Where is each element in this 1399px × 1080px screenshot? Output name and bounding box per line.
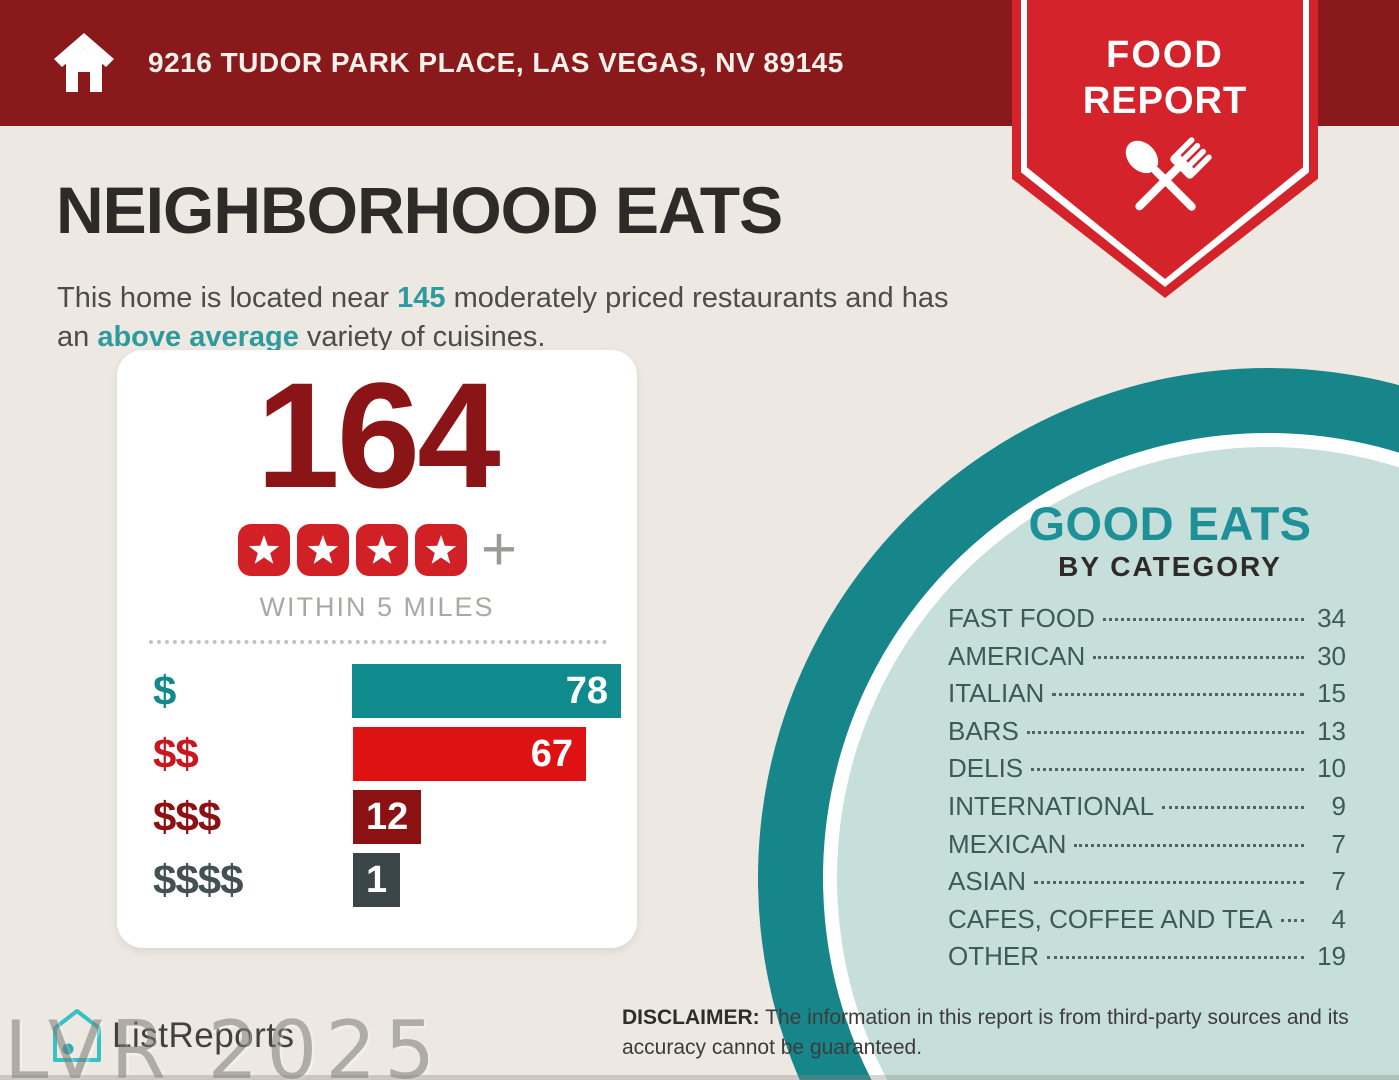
category-row: DELIS 10 bbox=[948, 753, 1346, 783]
category-row: FAST FOOD 34 bbox=[948, 603, 1346, 633]
watermark: LVR 2025 bbox=[4, 1004, 444, 1080]
house-icon bbox=[54, 33, 114, 92]
category-name: DELIS bbox=[948, 753, 1024, 784]
price-tier-row: $$$ 12 bbox=[133, 790, 621, 844]
dotted-leader bbox=[1026, 730, 1304, 734]
price-tier-label: $$$$ bbox=[153, 856, 243, 903]
category-count: 9 bbox=[1331, 790, 1346, 821]
bottom-edge bbox=[0, 1075, 1399, 1080]
intro-part3: variety of cuisines. bbox=[298, 321, 546, 354]
utensils-crossed-icon bbox=[1125, 137, 1212, 211]
category-row: ASIAN 7 bbox=[948, 866, 1346, 896]
ribbon-title-line1: FOOD bbox=[1106, 34, 1224, 76]
property-address: 9216 TUDOR PARK PLACE, LAS VEGAS, NV 891… bbox=[148, 47, 844, 78]
dotted-divider bbox=[149, 640, 607, 644]
category-count: 7 bbox=[1331, 866, 1346, 897]
dotted-leader bbox=[1074, 843, 1304, 847]
intro-sentence: This home is located near 145 moderately… bbox=[57, 279, 972, 358]
price-tier-value: 67 bbox=[530, 732, 573, 775]
category-name: ASIAN bbox=[948, 866, 1027, 897]
good-eats-title: GOOD EATS bbox=[1028, 497, 1312, 550]
dotted-leader bbox=[1052, 693, 1304, 697]
dotted-leader bbox=[1280, 918, 1304, 922]
category-row: MEXICAN 7 bbox=[948, 829, 1346, 859]
price-tier-row: $78 bbox=[133, 664, 621, 718]
listreports-logo: ListReports bbox=[52, 1008, 295, 1064]
brand-name: ListReports bbox=[112, 1016, 295, 1055]
category-name: ITALIAN bbox=[948, 678, 1045, 709]
price-tier-chart: $78 $$ 67 $$$ 12 $$$$ 1 bbox=[133, 664, 621, 916]
category-row: OTHER 19 bbox=[948, 941, 1346, 971]
price-tier-bar: 67 bbox=[353, 727, 586, 781]
category-name: INTERNATIONAL bbox=[948, 790, 1155, 821]
good-eats-subtitle: BY CATEGORY bbox=[1058, 551, 1282, 582]
category-row: CAFES, COFFEE AND TEA 4 bbox=[948, 904, 1346, 934]
intro-restaurant-count: 145 bbox=[397, 282, 446, 314]
category-name: MEXICAN bbox=[948, 828, 1067, 859]
disclaimer: DISCLAIMER: The information in this repo… bbox=[622, 1003, 1370, 1063]
price-tier-label: $$ bbox=[153, 730, 199, 777]
category-count: 34 bbox=[1317, 603, 1346, 633]
home-pentagon-icon bbox=[53, 1009, 101, 1062]
category-count: 7 bbox=[1331, 828, 1346, 859]
category-row: AMERICAN 30 bbox=[948, 641, 1346, 671]
star-icon bbox=[355, 523, 409, 577]
category-name: FAST FOOD bbox=[948, 603, 1095, 633]
price-tier-row: $$ 67 bbox=[133, 727, 621, 781]
category-name: BARS bbox=[948, 715, 1019, 746]
star-rating: + bbox=[117, 515, 637, 584]
star-icon bbox=[237, 523, 291, 577]
intro-part1: This home is located near bbox=[57, 282, 398, 314]
category-name: AMERICAN bbox=[948, 640, 1086, 671]
category-list: FAST FOOD 34 AMERICAN 30 ITALIAN 15 BARS 13 DELI… bbox=[948, 603, 1346, 979]
price-tier-bar: 1 bbox=[353, 853, 401, 907]
category-count: 15 bbox=[1317, 678, 1346, 709]
category-row: BARS 13 bbox=[948, 716, 1346, 746]
radius-label: WITHIN 5 MILES bbox=[259, 592, 495, 622]
category-count: 10 bbox=[1317, 753, 1346, 784]
dotted-leader bbox=[1162, 805, 1304, 809]
disclaimer-label: DISCLAIMER: bbox=[622, 1006, 760, 1029]
dotted-leader bbox=[1047, 956, 1304, 960]
category-name: CAFES, COFFEE AND TEA bbox=[948, 903, 1273, 934]
category-count: 13 bbox=[1317, 715, 1346, 746]
dotted-leader bbox=[1034, 881, 1304, 885]
price-tier-label: $ bbox=[153, 667, 176, 714]
ribbon-title-line2: REPORT bbox=[1082, 80, 1248, 122]
price-tier-label: $$$ bbox=[153, 793, 221, 840]
disclaimer-text: The information in this report is from t… bbox=[622, 1006, 1349, 1059]
category-row: INTERNATIONAL 9 bbox=[948, 791, 1346, 821]
price-tier-row: $$$$ 1 bbox=[133, 853, 621, 907]
dotted-leader bbox=[1093, 655, 1304, 659]
price-tier-value: 78 bbox=[565, 669, 608, 712]
restaurant-summary-card: 164 + WITHIN 5 MILES $78 $$ 67 $$$ 12 $$$$ 1 bbox=[117, 350, 637, 948]
plus-icon: + bbox=[480, 515, 518, 584]
category-row: ITALIAN 15 bbox=[948, 678, 1346, 708]
dotted-leader bbox=[1102, 618, 1304, 621]
category-count: 19 bbox=[1317, 941, 1346, 972]
price-tier-value: 1 bbox=[366, 858, 388, 901]
price-tier-value: 12 bbox=[366, 795, 409, 838]
category-count: 30 bbox=[1317, 640, 1346, 671]
food-report-ribbon: FOOD REPORT bbox=[1012, 0, 1318, 298]
star-icon bbox=[414, 523, 468, 577]
star-icon bbox=[296, 523, 350, 577]
price-tier-bar: 78 bbox=[351, 664, 621, 718]
intro-variety-rating: above average bbox=[97, 321, 299, 354]
price-tier-bar: 12 bbox=[353, 790, 422, 844]
dotted-leader bbox=[1031, 768, 1304, 772]
restaurant-count: 164 bbox=[256, 351, 500, 519]
intro-part2: moderately priced restaurants and has an bbox=[57, 282, 949, 354]
category-name: OTHER bbox=[948, 941, 1039, 972]
category-count: 4 bbox=[1331, 903, 1346, 934]
page-title: NEIGHBORHOOD EATS bbox=[56, 173, 783, 247]
